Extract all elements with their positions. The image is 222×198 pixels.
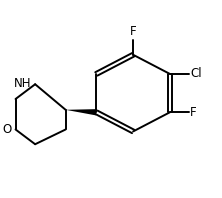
Polygon shape [66, 109, 97, 115]
Text: F: F [190, 106, 197, 119]
Text: O: O [2, 123, 12, 136]
Text: F: F [130, 26, 137, 38]
Text: Cl: Cl [190, 68, 202, 80]
Text: NH: NH [14, 77, 31, 90]
